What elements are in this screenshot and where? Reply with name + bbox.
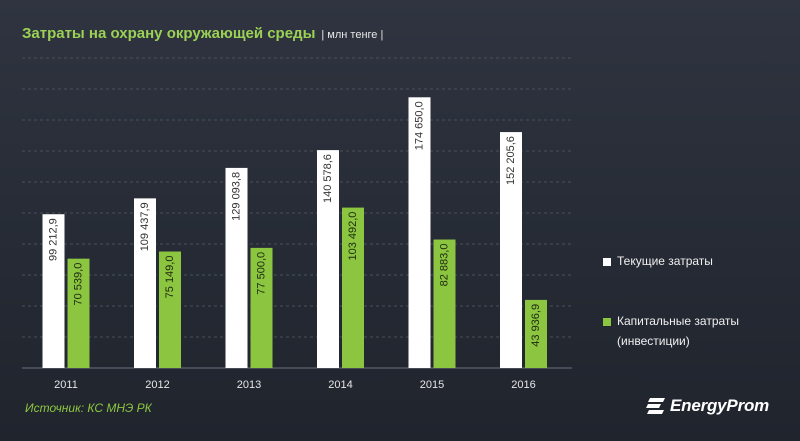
data-label: 152 205,6 xyxy=(505,136,517,185)
bar-current-costs xyxy=(317,150,339,368)
source-note: Источник: КС МНЭ РК xyxy=(25,401,152,415)
bar-capital-costs xyxy=(433,239,456,368)
x-tick-label: 2016 xyxy=(511,379,535,391)
data-label: 82 883,0 xyxy=(439,244,451,287)
x-tick-label: 2014 xyxy=(328,379,352,391)
gridlines xyxy=(22,57,572,338)
data-label: 103 492,0 xyxy=(347,212,359,261)
data-label: 75 149,0 xyxy=(164,256,176,299)
bar-capital-costs xyxy=(159,251,181,368)
bar-capital-costs xyxy=(250,247,273,368)
chart-unit-label: | млн тенге | xyxy=(321,29,384,41)
brand-name: EnergyProm xyxy=(670,396,770,415)
legend-swatch-capital xyxy=(603,318,611,326)
x-tick-label: 2013 xyxy=(237,379,261,391)
bar-capital-costs xyxy=(67,258,90,368)
data-label: 174 650,0 xyxy=(414,101,426,150)
x-tick-label: 2012 xyxy=(145,379,169,391)
bar-current-costs xyxy=(408,97,431,368)
data-label: 99 212,9 xyxy=(48,218,60,261)
data-label: 109 437,9 xyxy=(139,202,151,251)
legend-label: Текущие затраты xyxy=(617,254,713,268)
bar-current-costs xyxy=(134,198,156,368)
bar-capital-costs xyxy=(525,299,547,368)
data-label: 129 093,8 xyxy=(231,172,243,221)
bar-current-costs xyxy=(42,214,65,368)
bar-capital-costs xyxy=(342,207,364,368)
x-tick-label: 2011 xyxy=(54,379,78,391)
data-label: 43 936,9 xyxy=(530,304,542,347)
bar-current-costs xyxy=(500,132,522,368)
data-label: 77 500,0 xyxy=(256,252,268,295)
bars: 99 212,9 70 539,0 2011 109 437,9 75 149,0 201… xyxy=(42,97,547,391)
energyprom-logo-icon xyxy=(646,398,665,414)
x-tick-label: 2015 xyxy=(420,379,444,391)
data-label: 140 578,6 xyxy=(322,154,334,203)
data-label: 70 539,0 xyxy=(73,263,85,306)
chart-title: Затраты на охрану окружающей среды xyxy=(22,25,316,42)
chart-title-row: Затраты на охрану окружающей среды | млн … xyxy=(22,25,383,43)
legend-label: Капитальные затраты xyxy=(617,314,739,328)
legend-swatch-current xyxy=(603,258,611,266)
legend: Текущие затраты Капитальные затраты (инвес… xyxy=(603,254,739,348)
legend-label-line2: (инвестиции) xyxy=(617,334,690,348)
brand-logo: EnergyProm xyxy=(646,396,769,416)
bar-current-costs xyxy=(225,167,248,368)
